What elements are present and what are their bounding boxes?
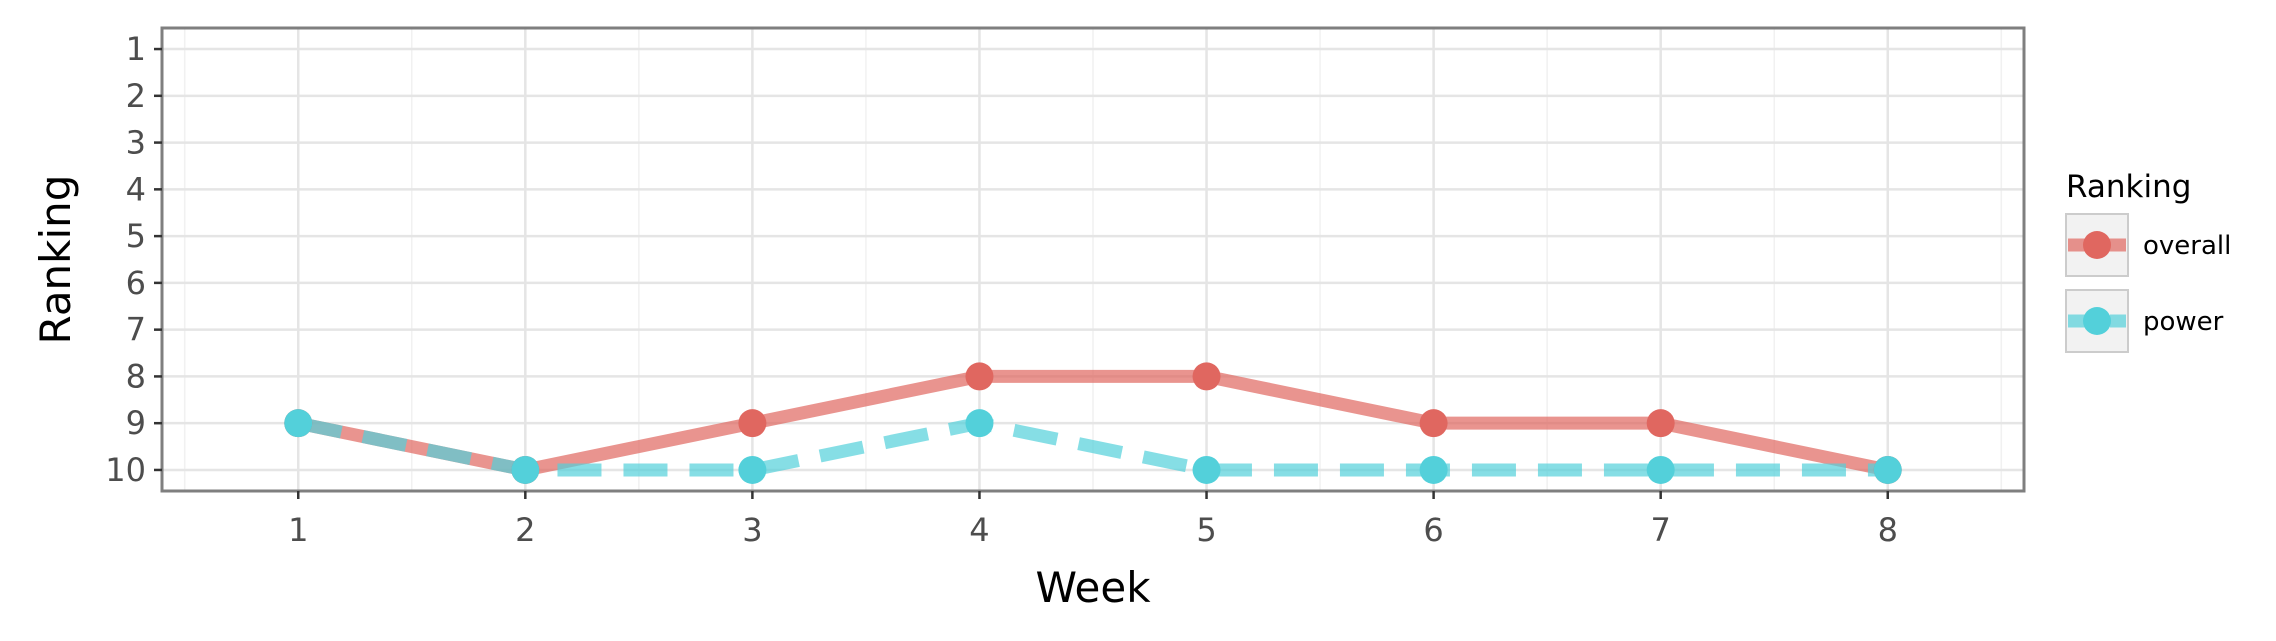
gridlines: [162, 28, 2024, 491]
y-tick-label: 2: [126, 77, 146, 115]
data-point-power: [1646, 455, 1675, 484]
legend-title: Ranking: [2066, 169, 2191, 205]
data-point-power: [1419, 455, 1448, 484]
plot-panel-border: [160, 26, 2026, 493]
y-axis-title: Ranking: [31, 175, 80, 345]
data-point-overall: [1192, 362, 1221, 391]
legend: Ranking overall power: [2065, 169, 2231, 353]
data-point-power: [738, 455, 767, 484]
data-point-power: [1192, 455, 1221, 484]
legend-items: overall power: [2065, 213, 2231, 353]
axis-ticks: 1 2 3 4 5 6 7 8 1 2 3 4 5 6 7 8 9 10: [105, 30, 1898, 549]
series-lines: [296, 369, 1890, 477]
data-point-overall: [1419, 409, 1448, 438]
y-tick-label: 9: [126, 404, 146, 442]
x-tick-label: 8: [1878, 511, 1898, 549]
data-point-overall: [1646, 409, 1675, 438]
x-tick-label: 2: [515, 511, 535, 549]
data-point-power: [511, 455, 540, 484]
data-point-power: [1873, 455, 1902, 484]
x-tick-label: 7: [1651, 511, 1671, 549]
y-tick-label: 5: [126, 217, 146, 255]
x-axis-title: Week: [1035, 563, 1151, 612]
y-tick-label: 4: [126, 170, 146, 208]
series-line-power: [296, 416, 1888, 477]
x-tick-label: 6: [1423, 511, 1443, 549]
y-tick-label: 8: [126, 357, 146, 395]
legend-marker-power: [2083, 307, 2111, 335]
legend-label-power: power: [2143, 307, 2224, 337]
x-tick-label: 3: [742, 511, 762, 549]
legend-marker-overall: [2083, 231, 2111, 259]
y-tick-label: 1: [126, 30, 146, 68]
legend-label-overall: overall: [2143, 231, 2231, 261]
y-tick-label: 3: [126, 124, 146, 162]
y-tick-label: 7: [126, 311, 146, 349]
series-points: [284, 362, 1902, 484]
x-tick-label: 5: [1196, 511, 1216, 549]
y-tick-label: 10: [105, 451, 146, 489]
data-point-power: [284, 409, 313, 438]
data-point-overall: [738, 409, 767, 438]
data-point-power: [965, 409, 994, 438]
x-tick-label: 4: [969, 511, 989, 549]
y-tick-label: 6: [126, 264, 146, 302]
x-tick-label: 1: [288, 511, 308, 549]
series-line-overall: [296, 369, 1890, 477]
data-point-overall: [965, 362, 994, 391]
